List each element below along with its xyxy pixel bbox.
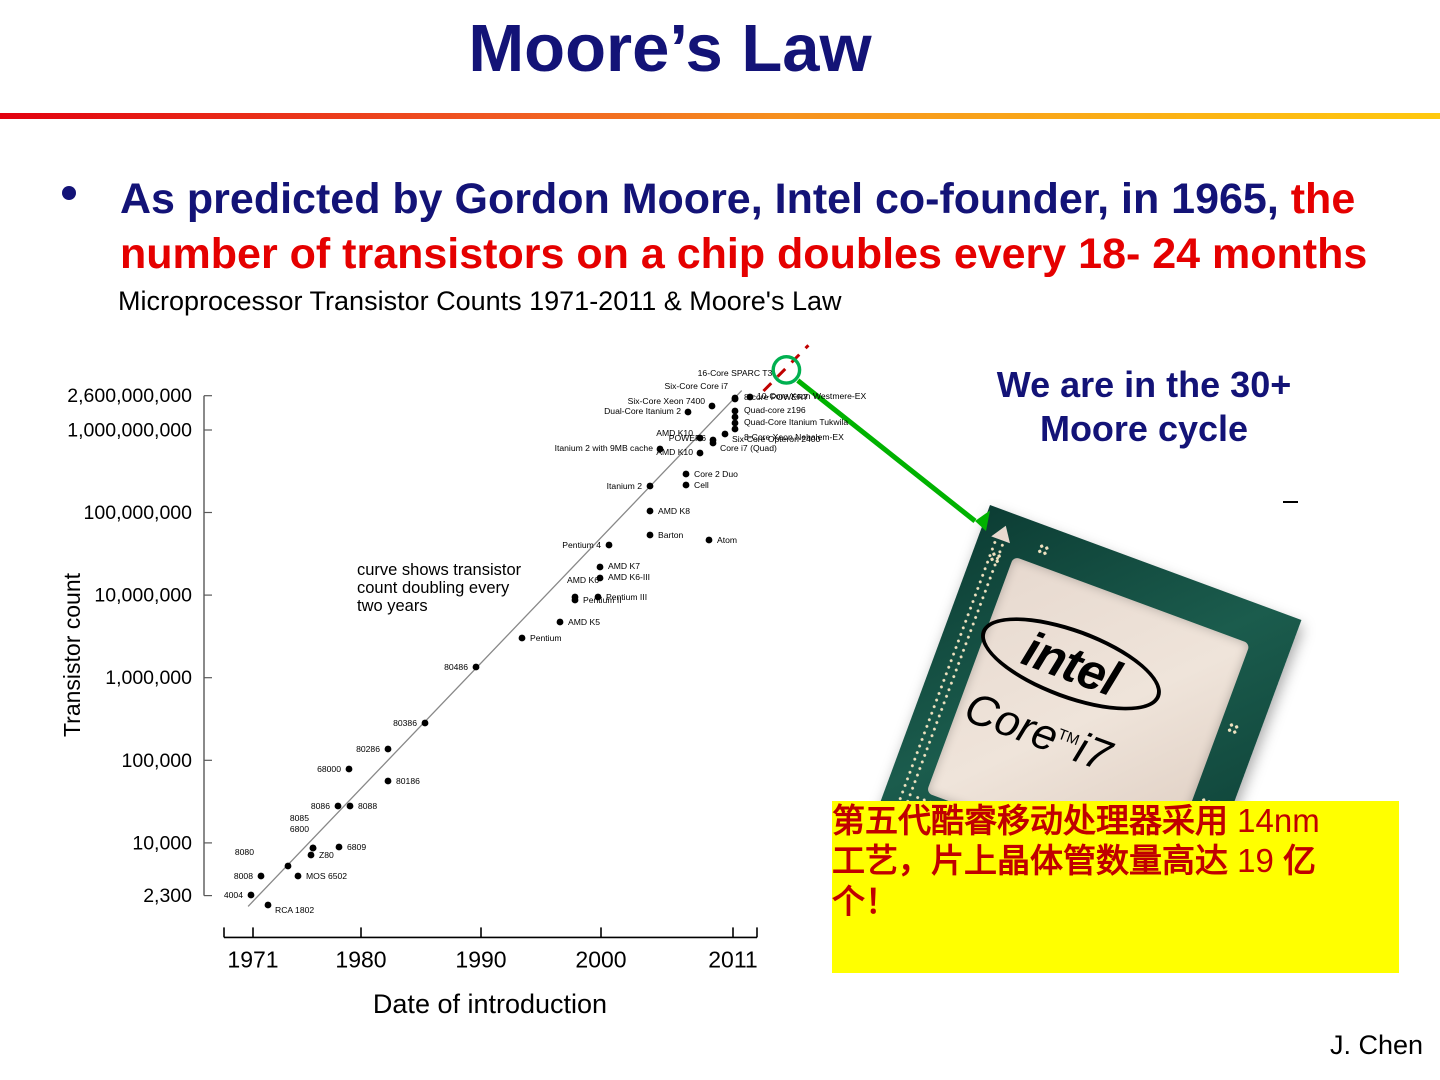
svg-text:AMD K6-III: AMD K6-III [608, 572, 650, 582]
svg-text:Date of introduction: Date of introduction [373, 989, 607, 1019]
svg-text:80186: 80186 [396, 776, 420, 786]
svg-text:2000: 2000 [575, 946, 626, 972]
svg-text:1971: 1971 [227, 946, 278, 972]
svg-text:68000: 68000 [317, 764, 341, 774]
svg-text:POWER6: POWER6 [669, 433, 706, 443]
svg-text:8088: 8088 [358, 801, 377, 811]
svg-text:2,300: 2,300 [143, 885, 192, 907]
svg-text:4004: 4004 [224, 890, 243, 900]
svg-text:Pentium: Pentium [530, 633, 562, 643]
svg-text:2011: 2011 [708, 946, 757, 972]
svg-text:Cell: Cell [694, 480, 709, 490]
svg-text:Atom: Atom [717, 535, 737, 545]
svg-text:Pentium 4: Pentium 4 [562, 540, 601, 550]
svg-text:8086: 8086 [311, 801, 330, 811]
svg-text:Six-Core Core i7: Six-Core Core i7 [664, 381, 728, 391]
svg-text:1,000,000,000: 1,000,000,000 [67, 420, 192, 442]
svg-text:Quad-Core Itanium Tukwila: Quad-Core Itanium Tukwila [744, 417, 848, 427]
svg-text:AMD K7: AMD K7 [608, 561, 640, 571]
svg-text:80386: 80386 [393, 718, 417, 728]
svg-text:1,000,000: 1,000,000 [105, 667, 192, 689]
svg-text:1990: 1990 [455, 946, 506, 972]
svg-text:RCA 1802: RCA 1802 [275, 905, 314, 915]
svg-text:100,000,000: 100,000,000 [84, 502, 193, 524]
svg-text:AMD K6: AMD K6 [567, 575, 599, 585]
svg-text:80286: 80286 [356, 744, 380, 754]
svg-text:Pentium III: Pentium III [606, 592, 647, 602]
svg-text:10,000,000: 10,000,000 [94, 585, 192, 607]
svg-text:curve shows transistor: curve shows transistor [357, 561, 522, 579]
svg-text:80486: 80486 [444, 662, 468, 672]
svg-text:8008: 8008 [234, 871, 253, 881]
svg-text:AMD K5: AMD K5 [568, 617, 600, 627]
svg-text:Itanium 2: Itanium 2 [607, 481, 643, 491]
svg-text:2,600,000,000: 2,600,000,000 [67, 385, 192, 407]
svg-text:two years: two years [357, 597, 428, 615]
svg-text:8-Core Xeon Nehalem-EX: 8-Core Xeon Nehalem-EX [744, 432, 844, 442]
svg-text:Core i7 (Quad): Core i7 (Quad) [720, 443, 777, 453]
svg-text:16-Core SPARC T3: 16-Core SPARC T3 [698, 368, 773, 378]
svg-text:MOS 6502: MOS 6502 [306, 871, 347, 881]
svg-text:Dual-Core Itanium 2: Dual-Core Itanium 2 [604, 406, 681, 416]
svg-text:10,000: 10,000 [132, 832, 192, 854]
svg-text:8080: 8080 [235, 847, 254, 857]
svg-text:Quad-core z196: Quad-core z196 [744, 405, 806, 415]
svg-text:Z80: Z80 [319, 850, 334, 860]
svg-text:6809: 6809 [347, 842, 366, 852]
svg-text:Transistor count: Transistor count [59, 572, 85, 737]
svg-text:100,000: 100,000 [122, 750, 193, 772]
svg-text:8085: 8085 [290, 813, 309, 823]
svg-text:6800: 6800 [290, 824, 309, 834]
svg-text:10-Core Xeon Westmere-EX: 10-Core Xeon Westmere-EX [757, 391, 866, 401]
svg-text:AMD K8: AMD K8 [658, 506, 690, 516]
svg-text:Itanium 2 with 9MB cache: Itanium 2 with 9MB cache [555, 443, 654, 453]
svg-text:Core 2 Duo: Core 2 Duo [694, 469, 738, 479]
svg-text:Six-Core Xeon 7400: Six-Core Xeon 7400 [628, 396, 706, 406]
svg-text:count doubling every: count doubling every [357, 579, 510, 597]
svg-text:1980: 1980 [335, 946, 386, 972]
svg-text:Barton: Barton [658, 530, 684, 540]
